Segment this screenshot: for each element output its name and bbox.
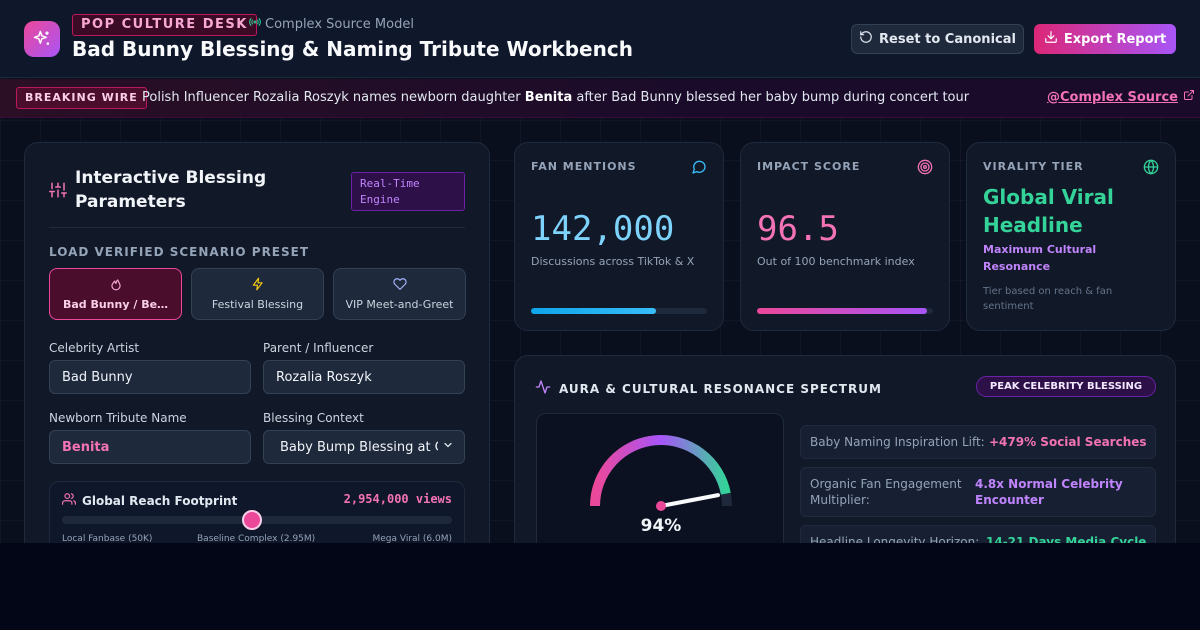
gauge-hub [656, 501, 666, 511]
export-report-button[interactable]: Export Report [1034, 24, 1176, 54]
panel-divider [49, 227, 465, 228]
blessing-context-select[interactable]: Baby Bump Blessing at Concert [263, 430, 465, 464]
stat-label: IMPACT SCORE [757, 160, 861, 173]
sliders-icon [49, 181, 67, 203]
heart-icon [392, 277, 407, 294]
metric-label: Headline Longevity Horizon: [810, 535, 980, 543]
reset-button-label: Reset to Canonical [879, 31, 1016, 47]
app-viewport: POP CULTURE DESK Complex Source Model Ba… [0, 0, 1200, 543]
preset-vip-meet-and-greet[interactable]: VIP Meet-and-Greet [333, 268, 466, 320]
breaking-wire-banner: BREAKING WIRE Polish Influencer Rozalia … [0, 79, 1200, 118]
complex-source-link-text: @Complex Source [1047, 89, 1178, 105]
stat-label: VIRALITY TIER [983, 160, 1084, 173]
target-icon [917, 159, 933, 179]
preset-section-label: LOAD VERIFIED SCENARIO PRESET [49, 245, 310, 259]
panel-title: Interactive Blessing Parameters [75, 168, 267, 212]
global-reach-footprint: Global Reach Footprint 2,954,000 views L… [49, 481, 465, 543]
parent-label: Parent / Influencer [263, 341, 374, 355]
chevron-down-icon [442, 439, 454, 455]
gauge-arc [590, 435, 731, 507]
metric-row: Headline Longevity Horizon: 14-21 Days M… [800, 525, 1156, 543]
virality-tier-note: Tier based on reach & fan sentiment [983, 286, 1113, 312]
impact-score-card: IMPACT SCORE 96.5 Out of 100 benchmark i… [740, 142, 950, 331]
stat-label: FAN MENTIONS [531, 160, 637, 173]
wire-text-before: Polish Influencer Rozalia Roszyk names n… [142, 90, 525, 105]
message-circle-icon [691, 159, 707, 179]
virality-tier-sub: Maximum Cultural Resonance [983, 243, 1097, 273]
reach-slider[interactable] [62, 510, 452, 530]
reach-title-text: Global Reach Footprint [82, 493, 238, 508]
stat-sub: Discussions across TikTok & X [531, 255, 695, 268]
stat-sub: Out of 100 benchmark index [757, 255, 915, 268]
preset-festival-blessing[interactable]: Festival Blessing [191, 268, 324, 320]
progress-fill [531, 308, 656, 314]
export-button-label: Export Report [1063, 31, 1167, 47]
wire-text-bold: Benita [524, 90, 573, 105]
download-icon [1044, 30, 1058, 48]
metric-value: +479% Social Searches [989, 435, 1147, 449]
real-time-engine-badge: Real-Time Engine [351, 172, 465, 211]
broadcast-icon [249, 16, 261, 32]
virality-tier-value: Global Viral Headline [983, 185, 1114, 237]
fan-mentions-card: FAN MENTIONS 142,000 Discussions across … [514, 142, 724, 331]
progress-fill [757, 308, 927, 314]
tick-mid: Baseline Complex (2.95M) [197, 534, 316, 543]
reach-title: Global Reach Footprint [62, 492, 237, 509]
parent-input[interactable] [263, 360, 465, 394]
tick-low: Local Fanbase (50K) [62, 534, 153, 543]
wire-text-after: after Bad Bunny blessed her baby bump du… [572, 90, 970, 105]
aura-spectrum-panel: AURA & CULTURAL RESONANCE SPECTRUM PEAK … [514, 355, 1176, 543]
tribute-name-label: Newborn Tribute Name [49, 411, 187, 425]
virality-tier-card: VIRALITY TIER Global Viral Headline Maxi… [966, 142, 1176, 331]
reach-views-value: 2,954,000 views [343, 492, 452, 506]
reach-slider-thumb[interactable] [242, 510, 263, 530]
metric-label: Organic Fan Engagement Multiplier: [810, 477, 962, 507]
progress-bar [531, 308, 707, 314]
gauge-percent: 94% [640, 516, 682, 536]
source-model-label: Complex Source Model [249, 16, 414, 32]
aura-title: AURA & CULTURAL RESONANCE SPECTRUM [535, 379, 882, 398]
activity-icon [535, 379, 551, 398]
sparkles-icon [24, 21, 60, 57]
stat-value: 142,000 [531, 209, 675, 249]
external-link-icon [1183, 89, 1195, 105]
preset-label: Bad Bunny / Be… [62, 298, 169, 311]
bolt-icon [251, 277, 265, 294]
gauge-needle [659, 493, 720, 508]
complex-source-link[interactable]: @Complex Source [1047, 89, 1195, 105]
preset-label: VIP Meet-and-Greet [345, 298, 454, 311]
metric-value: 4.8x Normal Celebrity Encounter [975, 477, 1123, 507]
metric-row: Baby Naming Inspiration Lift: +479% Soci… [800, 425, 1156, 459]
progress-bar [757, 308, 933, 314]
source-model-text: Complex Source Model [265, 16, 414, 32]
blessing-context-value: Baby Bump Blessing at Concert [280, 439, 438, 455]
blessing-parameters-panel: Interactive Blessing Parameters Real-Tim… [24, 142, 490, 543]
tick-high: Mega Viral (6.0M) [372, 534, 452, 543]
aura-title-text: AURA & CULTURAL RESONANCE SPECTRUM [559, 381, 882, 396]
flame-icon [109, 277, 123, 294]
peak-blessing-badge: PEAK CELEBRITY BLESSING [976, 376, 1156, 397]
metric-value: 14-21 Days Media Cycle [986, 535, 1147, 543]
artist-label: Celebrity Artist [49, 341, 140, 355]
context-label: Blessing Context [263, 411, 364, 425]
users-icon [62, 492, 77, 509]
resonance-gauge: 94% [536, 413, 784, 543]
metric-label: Baby Naming Inspiration Lift: [810, 435, 985, 449]
preset-bad-bunny[interactable]: Bad Bunny / Be… [49, 268, 182, 320]
artist-input[interactable] [49, 360, 251, 394]
reset-button[interactable]: Reset to Canonical [851, 24, 1024, 54]
globe-icon [1143, 159, 1159, 179]
stat-value: 96.5 [757, 209, 839, 249]
preset-label: Festival Blessing [211, 298, 304, 311]
breaking-wire-text: Polish Influencer Rozalia Roszyk names n… [142, 90, 969, 105]
tribute-name-input[interactable] [49, 430, 251, 464]
page-title: Bad Bunny Blessing & Naming Tribute Work… [72, 37, 633, 61]
metric-row: Organic Fan Engagement Multiplier: 4.8x … [800, 467, 1156, 517]
gauge-svg [590, 435, 732, 511]
top-bar: POP CULTURE DESK Complex Source Model Ba… [0, 0, 1200, 78]
rotate-ccw-icon [859, 30, 873, 48]
breaking-wire-badge: BREAKING WIRE [16, 87, 147, 109]
desk-badge: POP CULTURE DESK [72, 14, 257, 36]
